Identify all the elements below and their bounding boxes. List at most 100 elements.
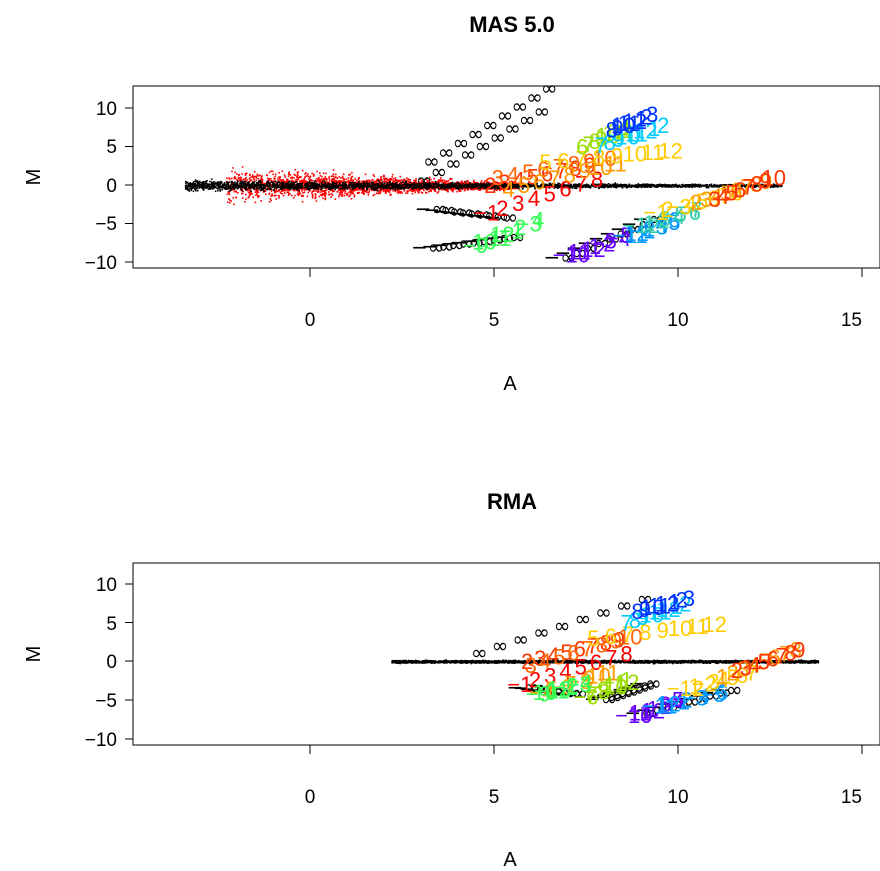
data-point [254,188,257,191]
data-point [509,181,511,183]
data-point [241,190,243,192]
data-point [238,177,240,180]
data-point [341,191,344,194]
data-point [406,179,409,181]
data-point [358,188,361,191]
data-point [299,192,302,195]
data-point [240,176,242,179]
data-point [228,191,230,194]
data-point [302,180,305,182]
data-point [297,176,299,179]
data-point [271,183,274,185]
data-point [244,177,247,180]
data-point [380,182,382,184]
data-point [276,190,279,193]
data-point [344,190,347,192]
data-point [236,173,238,175]
data-point [277,176,280,179]
data-point [361,180,363,183]
data-point [200,181,202,184]
data-point [345,178,348,180]
data-point [196,187,198,190]
data-point [311,197,314,199]
data-point [305,188,307,191]
data-point [272,180,275,182]
data-point [271,194,273,197]
data-point [492,181,494,184]
data-point [451,181,454,184]
data-point [308,180,311,182]
data-point [308,176,311,179]
data-point [382,190,385,193]
data-point [297,190,300,193]
data-point [258,181,261,183]
data-point [394,179,397,181]
data-point [405,180,407,182]
data-point [383,177,385,180]
data-point [338,176,341,178]
data-point [379,190,381,192]
data-point [248,194,251,197]
data-point [249,188,252,190]
data-point [356,181,359,184]
data-point [247,191,250,194]
data-point [353,190,355,192]
data-point [300,194,303,197]
data-point [286,188,288,191]
data-point [335,180,337,182]
data-point [444,189,446,191]
data-point [493,189,496,192]
data-point [499,187,501,190]
data-point [274,184,277,187]
data-point [471,183,474,186]
data-point [309,181,311,183]
data-point [241,180,243,183]
data-point [503,186,506,189]
data-point [293,183,295,185]
data-point [430,190,433,192]
data-point [304,173,306,175]
data-point [324,191,326,194]
data-point [467,188,470,191]
data-point [356,187,358,189]
data-point [320,182,323,184]
data-point [387,189,389,191]
data-point [351,180,354,182]
data-point [512,181,515,184]
data-point [209,180,211,183]
data-point [289,189,291,192]
data-point [203,187,205,190]
data-point [350,178,352,180]
data-point [188,190,191,192]
data-point [234,175,236,178]
data-point [590,183,593,186]
data-point [345,181,348,183]
data-point [436,192,439,194]
data-point [253,178,255,180]
data-point [254,201,257,204]
data-point [287,194,290,196]
data-point [307,187,310,189]
data-point [333,177,336,179]
data-point [433,188,435,191]
data-point [338,195,340,198]
data-point [250,176,253,178]
data-point [282,178,284,181]
data-point [279,182,281,184]
data-point [275,188,277,191]
data-point [313,174,315,176]
data-point [320,194,322,196]
data-point [401,182,403,185]
data-point [284,189,287,191]
data-point [485,187,487,190]
data-point [438,180,440,183]
data-point [343,194,346,197]
data-point [379,187,381,190]
data-point [263,189,266,192]
data-point [503,188,506,190]
data-point [278,172,281,174]
data-point [324,176,327,178]
data-point [235,190,237,193]
data-point [391,182,394,184]
data-point [301,179,303,182]
